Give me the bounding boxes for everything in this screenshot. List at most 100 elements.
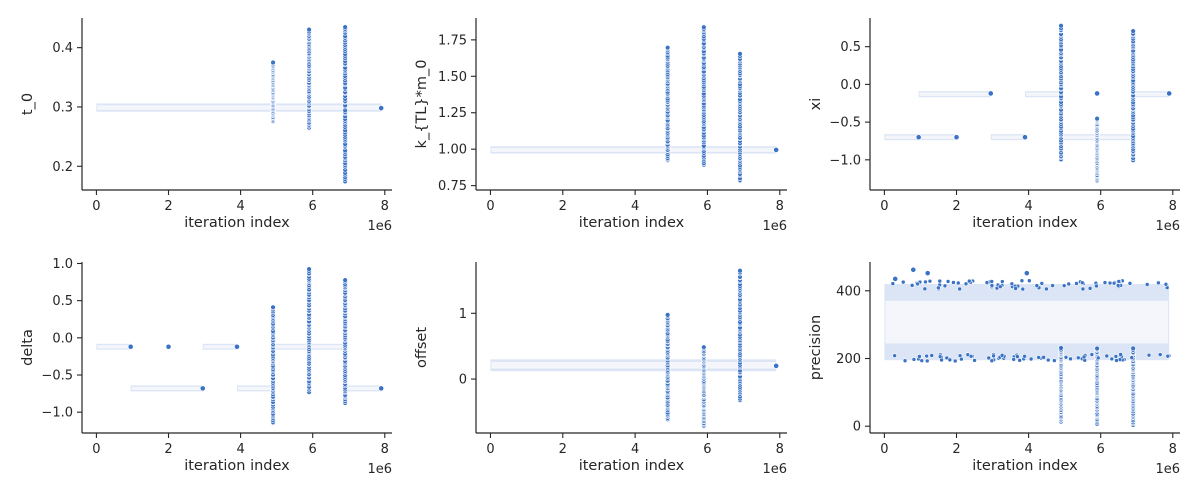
- y-axis-label: t_0: [20, 93, 36, 115]
- scatter-point-0: [773, 147, 780, 153]
- scatter-point: [1027, 278, 1032, 284]
- x-tick-label: 4: [631, 199, 639, 214]
- scatter-point: [1094, 115, 1100, 122]
- scatter-point: [1034, 283, 1040, 288]
- x-offset-label: 1e6: [367, 462, 392, 477]
- scatter-point: [957, 353, 963, 358]
- y-tick-label: 0.0: [52, 331, 73, 346]
- scatter-point: [902, 358, 908, 364]
- scatter-point-1: [953, 134, 960, 141]
- x-tick-label: 8: [1169, 442, 1177, 457]
- scatter-point: [270, 304, 276, 310]
- point-column-2: [342, 277, 348, 406]
- x-tick-label: 2: [952, 442, 960, 457]
- scatter-point: [1146, 352, 1152, 358]
- scatter-point: [929, 353, 935, 358]
- scatter-point: [1115, 283, 1121, 288]
- point-band-core-3: [238, 386, 273, 391]
- x-tick-label: 2: [952, 199, 960, 214]
- x-tick-label: 0: [880, 199, 888, 214]
- x-offset-label: 1e6: [762, 219, 787, 234]
- scatter-point: [1079, 280, 1085, 285]
- scatter-point: [1063, 355, 1069, 360]
- scatter-point: [1109, 356, 1115, 362]
- scatter-point: [1081, 354, 1087, 360]
- y-axis-label: delta: [20, 329, 36, 366]
- y-axis-label: precision: [808, 315, 824, 380]
- scatter-point-0: [773, 363, 780, 369]
- scatter-point: [937, 278, 943, 284]
- scatter-point: [1019, 278, 1025, 284]
- scatter-point: [1036, 355, 1041, 360]
- scatter-point: [1111, 280, 1117, 286]
- point-column-2: [737, 268, 743, 403]
- scatter-point-2: [1023, 270, 1030, 277]
- subplot-t0: 0 2 4 6 8 0.2 0.3 0.4 iteration index 1e6 t_0: [20, 18, 392, 234]
- scatter-point: [997, 284, 1003, 289]
- point-band-core-0: [97, 345, 130, 349]
- scatter-point-3: [234, 343, 240, 350]
- scatter-point: [900, 279, 906, 285]
- point-column-1: [1094, 345, 1100, 427]
- scatter-point: [947, 357, 953, 363]
- y-tick-label: 200: [836, 352, 861, 367]
- x-axis-label: iteration index: [972, 215, 1078, 231]
- point-band-core-3: [919, 92, 990, 96]
- scatter-point: [1102, 280, 1108, 285]
- x-tick-label: 4: [631, 442, 639, 457]
- scatter-point-0: [127, 343, 134, 350]
- point-band-core-0: [491, 147, 776, 152]
- scatter-point: [999, 353, 1005, 358]
- scatter-point: [923, 279, 928, 285]
- scatter-point: [1157, 352, 1163, 357]
- y-tick-label: −1.0: [41, 406, 73, 421]
- scatter-point: [1114, 358, 1119, 363]
- point-column-1: [701, 344, 707, 430]
- scatter-point-5: [1166, 90, 1173, 97]
- scatter-point: [968, 353, 974, 359]
- subplot-delta: 0 2 4 6 8 −1.0 −0.5 0.0 0.5 1.0 iteration index 1e6…: [20, 257, 392, 477]
- scatter-point: [924, 353, 929, 359]
- scatter-point: [1028, 356, 1034, 362]
- x-offset-label: 1e6: [1155, 219, 1180, 234]
- scatter-point: [1017, 358, 1022, 363]
- scatter-point: [1080, 286, 1086, 292]
- scatter-point: [664, 312, 671, 318]
- scatter-point: [942, 283, 948, 289]
- scatter-point: [1094, 283, 1099, 289]
- point-band-core-1: [921, 135, 956, 139]
- scatter-point: [890, 281, 896, 286]
- point-column-1: [306, 266, 312, 395]
- scatter-point: [306, 266, 312, 272]
- scatter-point: [984, 280, 990, 285]
- x-tick-label: 8: [1169, 199, 1177, 214]
- x-offset-label: 1e6: [762, 462, 787, 477]
- x-axis-label: iteration index: [184, 458, 290, 474]
- x-offset-label: 1e6: [367, 219, 392, 234]
- scatter-point: [1041, 355, 1046, 360]
- scatter-point: [955, 280, 961, 286]
- x-tick-label: 4: [1024, 442, 1032, 457]
- point-column-2: [342, 24, 348, 185]
- scatter-point-3: [1022, 134, 1028, 141]
- point-column-2: [1130, 28, 1136, 163]
- scatter-point: [939, 357, 944, 363]
- scatter-point: [701, 344, 707, 350]
- scatter-point: [1129, 355, 1135, 360]
- y-tick-label: −1.0: [829, 153, 861, 168]
- scatter-point: [1011, 357, 1016, 362]
- scatter-point: [1163, 281, 1169, 287]
- x-tick-label: 8: [776, 199, 784, 214]
- scatter-point: [957, 286, 962, 292]
- scatter-point: [1068, 356, 1073, 362]
- x-tick-label: 4: [1024, 199, 1032, 214]
- point-column-2: [737, 51, 743, 184]
- point-column-2: [1130, 345, 1136, 429]
- point-column-0: [1058, 345, 1064, 425]
- scatter-point: [909, 283, 915, 288]
- scatter-point: [1066, 281, 1072, 287]
- y-tick-label: 0: [853, 420, 861, 435]
- scatter-point-4: [1094, 90, 1100, 97]
- band-edge-points: [890, 278, 1172, 364]
- scatter-point: [701, 24, 707, 30]
